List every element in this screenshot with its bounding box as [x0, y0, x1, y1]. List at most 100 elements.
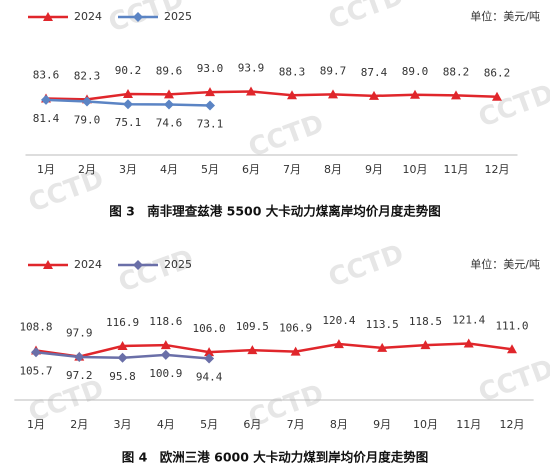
value-label: 111.0 [495, 319, 528, 332]
value-label: 118.5 [409, 315, 442, 328]
marker [164, 99, 174, 110]
legend-label: 2025 [164, 258, 192, 271]
value-label: 94.4 [196, 371, 223, 384]
watermark: CCTD [325, 239, 408, 294]
value-label: 73.1 [197, 118, 224, 131]
marker [31, 347, 41, 358]
value-label: 87.4 [361, 66, 388, 79]
marker [133, 12, 143, 22]
watermark: CCTD [325, 0, 408, 36]
value-label: 90.2 [115, 64, 142, 77]
marker [204, 347, 215, 357]
marker [160, 340, 171, 350]
value-label: 97.9 [66, 327, 93, 340]
marker [451, 90, 461, 100]
x-tick-label: 7月 [287, 418, 305, 431]
value-label: 89.6 [156, 64, 183, 77]
marker [82, 96, 92, 107]
x-tick-label: 5月 [201, 163, 219, 176]
caption: 图 3 南非理查兹港 5500 大卡动力煤离岸均价月度走势图 [109, 204, 441, 219]
x-tick-label: 2月 [70, 418, 88, 431]
x-tick-label: 9月 [373, 418, 391, 431]
marker [420, 340, 431, 350]
legend-label: 2025 [164, 10, 192, 23]
marker [492, 91, 502, 101]
marker [247, 345, 258, 355]
value-label: 100.9 [149, 367, 182, 380]
value-label: 106.9 [279, 322, 312, 335]
value-label: 88.3 [279, 65, 306, 78]
value-label: 74.6 [156, 117, 183, 130]
marker [205, 100, 215, 111]
marker [290, 346, 301, 356]
marker [123, 88, 133, 98]
marker [377, 342, 388, 352]
caption: 图 4 欧洲三港 6000 大卡动力煤到岸均价月度走势图 [122, 450, 429, 465]
x-tick-label: 7月 [283, 163, 301, 176]
x-tick-label: 4月 [160, 163, 178, 176]
x-tick-label: 12月 [500, 418, 525, 431]
value-label: 93.0 [197, 62, 224, 75]
value-label: 108.8 [19, 321, 52, 334]
x-tick-label: 4月 [157, 418, 175, 431]
x-tick-label: 12月 [485, 163, 510, 176]
x-tick-label: 11月 [444, 163, 469, 176]
legend-label: 2024 [74, 258, 102, 271]
value-label: 81.4 [33, 112, 60, 125]
marker [287, 90, 297, 100]
marker [246, 86, 256, 96]
value-label: 121.4 [452, 314, 485, 327]
marker [328, 89, 338, 99]
value-label: 79.0 [74, 114, 101, 127]
value-label: 89.0 [402, 65, 429, 78]
marker [333, 339, 344, 349]
x-tick-label: 6月 [242, 163, 260, 176]
x-tick-label: 5月 [200, 418, 218, 431]
marker [204, 353, 215, 364]
x-tick-label: 3月 [119, 163, 137, 176]
marker [164, 89, 174, 99]
marker [133, 260, 143, 270]
x-tick-label: 1月 [27, 418, 45, 431]
marker [507, 344, 517, 354]
value-label: 89.7 [320, 64, 347, 77]
marker [160, 349, 171, 360]
unit-label: 单位：美元/吨 [470, 9, 540, 23]
value-label: 106.0 [193, 322, 226, 335]
value-label: 93.9 [238, 61, 265, 74]
value-label: 75.1 [115, 116, 142, 129]
value-label: 118.6 [149, 315, 182, 328]
marker [74, 351, 85, 362]
x-tick-label: 1月 [37, 163, 55, 176]
marker [41, 94, 51, 105]
marker [43, 12, 53, 21]
marker [123, 99, 133, 110]
x-tick-label: 2月 [78, 163, 96, 176]
x-tick-label: 3月 [114, 418, 132, 431]
value-label: 109.5 [236, 320, 269, 333]
series-line [45, 90, 498, 101]
value-label: 83.6 [33, 68, 60, 81]
x-tick-label: 11月 [456, 418, 481, 431]
value-label: 88.2 [443, 65, 470, 78]
x-tick-label: 8月 [330, 418, 348, 431]
legend-label: 2024 [74, 10, 102, 23]
value-label: 97.2 [66, 369, 93, 382]
marker [369, 90, 379, 100]
value-label: 113.5 [366, 318, 399, 331]
value-label: 116.9 [106, 316, 139, 329]
x-tick-label: 9月 [365, 163, 383, 176]
marker [117, 341, 128, 351]
value-label: 82.3 [74, 69, 101, 82]
value-label: 120.4 [322, 314, 355, 327]
value-label: 86.2 [484, 67, 511, 80]
value-label: 105.7 [19, 364, 52, 377]
marker [463, 338, 474, 348]
marker [117, 352, 128, 363]
series-line [35, 342, 513, 358]
watermark: CCTD [475, 79, 550, 134]
x-tick-label: 10月 [413, 418, 438, 431]
x-tick-label: 10月 [403, 163, 428, 176]
value-label: 95.8 [109, 370, 136, 383]
